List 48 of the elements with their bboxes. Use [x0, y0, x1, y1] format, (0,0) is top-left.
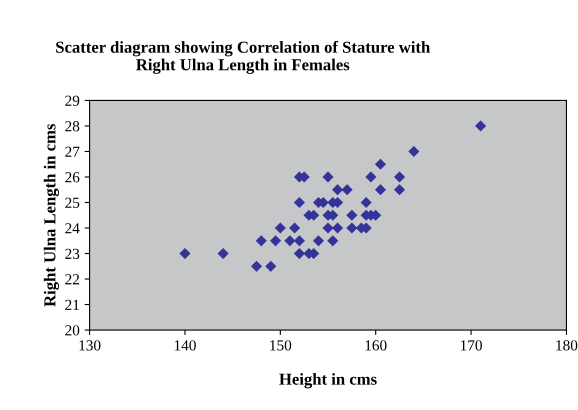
point: [394, 171, 406, 183]
x-tick-label: 160: [366, 340, 387, 351]
point: [322, 171, 334, 183]
point: [265, 260, 276, 272]
point: [475, 120, 486, 132]
point: [179, 248, 191, 260]
y-tick-label: 29: [65, 96, 80, 106]
point: [294, 196, 305, 208]
point: [346, 210, 358, 221]
y-tick-label: 27: [65, 146, 80, 157]
point: [312, 235, 324, 246]
point: [289, 222, 300, 234]
point: [284, 235, 296, 246]
point: [250, 260, 262, 272]
point: [294, 248, 305, 260]
y-tick-label: 20: [65, 325, 80, 336]
y-axis-title: Right Ulna Length in cms: [44, 124, 60, 307]
y-tick-label: 24: [65, 223, 80, 234]
point: [270, 235, 282, 246]
x-tick-label: 150: [270, 340, 292, 351]
x-tick-label: 130: [79, 340, 100, 351]
point: [346, 222, 358, 234]
y-tick-label: 28: [65, 121, 80, 132]
point: [322, 222, 334, 234]
point: [374, 158, 386, 170]
point: [218, 248, 229, 260]
y-tick-label: 21: [65, 300, 79, 310]
x-tick-label: 140: [174, 340, 196, 351]
point: [342, 184, 353, 196]
y-tick-label: 23: [65, 248, 80, 259]
point: [332, 184, 344, 196]
point: [360, 196, 372, 208]
y-tick-label: 22: [65, 274, 80, 284]
point: [327, 235, 338, 246]
x-axis-title: Height in cms: [279, 373, 377, 388]
chart-title: Scatter diagram showing Correlation of Stature with Right Ulna Length in Females: [56, 40, 430, 74]
point: [374, 184, 386, 196]
point: [294, 235, 305, 246]
x-tick-label: 170: [460, 340, 482, 351]
point: [332, 222, 344, 234]
point: [256, 235, 267, 246]
y-tick-label: 26: [65, 172, 80, 182]
x-tick-label: 180: [556, 340, 578, 351]
point: [394, 184, 406, 196]
y-tick-label: 25: [65, 198, 80, 208]
point: [274, 222, 286, 234]
point: [365, 171, 376, 183]
point: [408, 146, 420, 158]
